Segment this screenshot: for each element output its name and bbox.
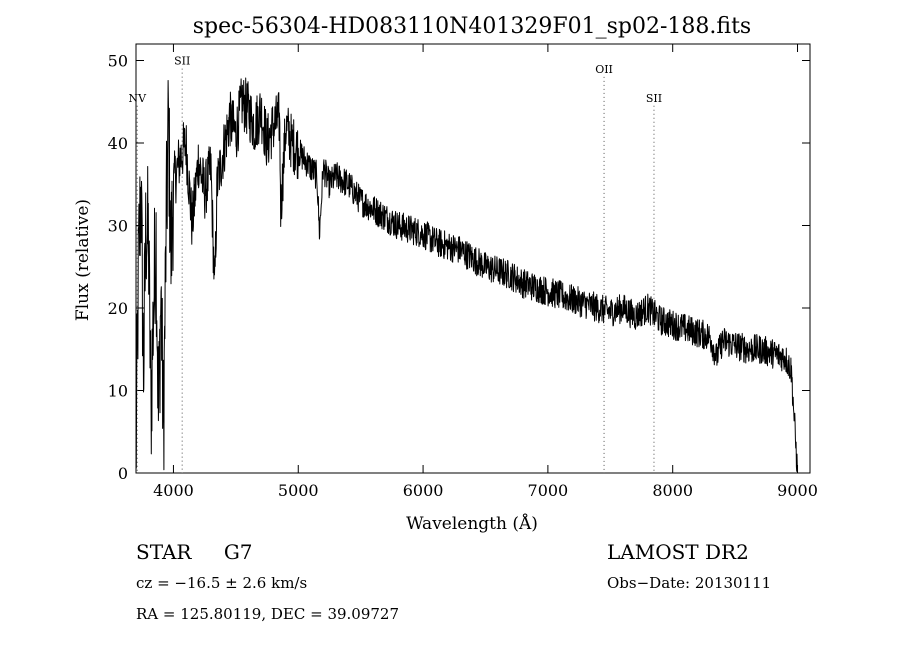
axis-ticks: 4000 5000 6000 7000 8000 9000 0 10 20 30 40 50 xyxy=(108,44,818,500)
x-tick-label: 5000 xyxy=(278,481,319,500)
x-tick-label: 7000 xyxy=(528,481,569,500)
line-marker-label: SII xyxy=(174,55,190,68)
coordinates: RA = 125.80119, DEC = 39.09727 xyxy=(136,605,400,623)
object-class: STAR G7 xyxy=(136,540,253,564)
chart-title: spec-56304-HD083110N401329F01_sp02-188.f… xyxy=(193,14,751,39)
y-tick-label: 10 xyxy=(108,382,128,401)
spectral-line-markers: NV SII OII SII xyxy=(128,55,662,473)
x-tick-label: 8000 xyxy=(652,481,693,500)
object-subclass: G7 xyxy=(223,540,253,564)
line-marker-label: SII xyxy=(646,92,662,105)
spectrum-line xyxy=(135,77,798,473)
x-tick-label: 9000 xyxy=(777,481,818,500)
plot-frame xyxy=(135,43,811,474)
line-marker-label: NV xyxy=(128,92,147,105)
x-tick-label: 6000 xyxy=(403,481,444,500)
x-tick-label: 4000 xyxy=(153,481,194,500)
redshift-velocity: cz = −16.5 ± 2.6 km/s xyxy=(136,574,308,592)
object-type: STAR xyxy=(136,540,192,564)
y-tick-label: 50 xyxy=(108,52,128,71)
y-axis-label: Flux (relative) xyxy=(73,199,93,321)
y-tick-label: 20 xyxy=(108,299,128,318)
observation-date: Obs−Date: 20130111 xyxy=(607,574,772,592)
line-marker-label: OII xyxy=(595,63,613,76)
survey-label: LAMOST DR2 xyxy=(607,540,749,564)
y-tick-label: 30 xyxy=(108,217,128,236)
x-axis-label: Wavelength (Å) xyxy=(406,513,538,534)
y-tick-label: 0 xyxy=(118,464,128,483)
y-tick-label: 40 xyxy=(108,134,128,153)
